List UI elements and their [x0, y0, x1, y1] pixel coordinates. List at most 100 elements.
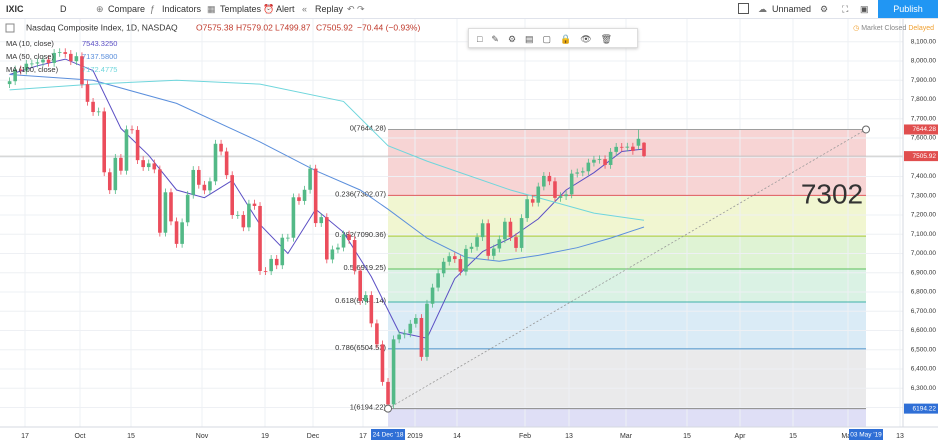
candle-body	[35, 62, 40, 64]
price-tag	[904, 124, 938, 135]
fib-zone	[388, 408, 866, 427]
candle-body	[102, 111, 107, 173]
candle-body	[80, 56, 84, 85]
cloud-icon: ☁	[758, 4, 767, 14]
candle-body	[491, 248, 496, 256]
candle-body	[414, 317, 418, 324]
candle-body	[69, 53, 73, 62]
candle-body	[391, 339, 396, 405]
candle-body	[235, 215, 240, 216]
market-closed: Market Closed	[861, 25, 907, 32]
candle-body	[158, 169, 162, 233]
candle-body	[603, 159, 607, 165]
candle-body	[141, 160, 145, 168]
x-highlight-label: 24 Dec '18	[373, 432, 404, 439]
candle-body	[63, 52, 68, 54]
candle-body	[280, 237, 285, 266]
legend-name: MA (10, close)	[6, 39, 54, 48]
candle-body	[397, 334, 401, 340]
legend-name: MA (50, close)	[6, 52, 54, 61]
x-tick-label: Mar	[620, 433, 633, 440]
x-tick-label: 15	[789, 433, 797, 440]
candle-body	[425, 303, 429, 357]
candle-body	[197, 169, 201, 185]
candle-body	[352, 240, 357, 271]
y-tick-label: 6,500.00	[911, 346, 937, 353]
y-tick-label: 6,300.00	[911, 385, 937, 392]
candle-body	[358, 270, 362, 302]
candle-body	[185, 194, 190, 223]
candle-body	[18, 69, 23, 71]
candle-body	[497, 239, 502, 249]
candle-body	[480, 223, 485, 238]
checkbox[interactable]	[738, 3, 749, 14]
layout-name[interactable]: Unnamed	[772, 4, 812, 14]
candle-body	[575, 172, 580, 174]
x-tick-label: 15	[127, 433, 135, 440]
candle-body	[558, 196, 563, 198]
candle-body	[547, 175, 552, 182]
candle-body	[475, 237, 479, 247]
candle-body	[130, 129, 134, 131]
publish-button[interactable]: Publish	[878, 0, 938, 18]
candle-body	[252, 203, 257, 206]
settings-icon[interactable]: ⚙	[820, 4, 829, 14]
candle-body	[402, 333, 407, 335]
y-tick-label: 6,800.00	[911, 289, 937, 296]
compare[interactable]: Compare	[108, 4, 146, 14]
chart-title: Nasdaq Composite Index, 1D, NASDAQ	[26, 22, 178, 32]
ohlc-label: −70.44 (−0.93%)	[357, 22, 420, 32]
candle-body	[152, 163, 157, 170]
candle-body	[508, 221, 513, 238]
candle-body	[202, 184, 207, 191]
candle-body	[642, 142, 646, 157]
candle-body	[41, 59, 45, 63]
camera-icon[interactable]: ▣	[860, 4, 869, 14]
candle-body	[514, 237, 518, 248]
price-axis	[903, 18, 938, 427]
y-tick-label: 8,100.00	[911, 38, 937, 45]
candle-body	[375, 323, 379, 345]
x-tick-label: Feb	[519, 433, 531, 440]
ma-line	[9, 74, 645, 262]
alert[interactable]: Alert	[276, 4, 295, 14]
ohlc-label: O7575.38	[196, 22, 234, 32]
ohlc-label: H7579.02	[236, 22, 273, 32]
candle-body	[453, 256, 457, 260]
fib-label: 1(6194.22)	[350, 403, 387, 412]
x-tick-label: 2019	[407, 433, 423, 440]
x-tick-label: Oct	[75, 433, 86, 440]
candle-body	[286, 237, 290, 239]
fib-zone	[388, 269, 866, 302]
x-tick-label: May	[841, 433, 855, 440]
symbol[interactable]: IXIC	[6, 4, 24, 14]
drawing-toolbar[interactable]: □✎⚙▤▢🔒👁🗑	[468, 28, 638, 48]
interval[interactable]: D	[60, 4, 67, 14]
fib-zone	[388, 195, 866, 237]
x-tick-label: 14	[453, 433, 461, 440]
replay[interactable]: Replay	[315, 4, 344, 14]
candle-body	[85, 84, 90, 102]
trend-line	[387, 129, 867, 409]
candle-body	[503, 221, 507, 240]
candle-body	[24, 63, 29, 71]
fullscreen-icon[interactable]: ⛶	[842, 4, 849, 14]
undo-redo[interactable]: ↶ ↷	[347, 4, 365, 14]
x-highlight-label: 03 May '19	[850, 432, 882, 439]
y-tick-label: 6,400.00	[911, 366, 937, 373]
indicators[interactable]: Indicators	[162, 4, 202, 14]
templates[interactable]: Templates	[220, 4, 262, 14]
y-tick-label: 7,800.00	[911, 96, 937, 103]
price-tag-label: 6194.22	[913, 405, 937, 412]
legend-value: 7172.4775	[82, 65, 117, 74]
fib-label: 0.5(6919.25)	[343, 263, 386, 272]
candle-body	[219, 143, 223, 152]
market-status: ◷ Market Closed Delayed	[853, 24, 934, 32]
candle-body	[297, 197, 301, 201]
candle-body	[13, 69, 17, 82]
candle-body	[57, 52, 62, 53]
ma-line	[9, 79, 645, 221]
replay-icon: «	[302, 4, 308, 14]
delayed: Delayed	[908, 25, 934, 32]
